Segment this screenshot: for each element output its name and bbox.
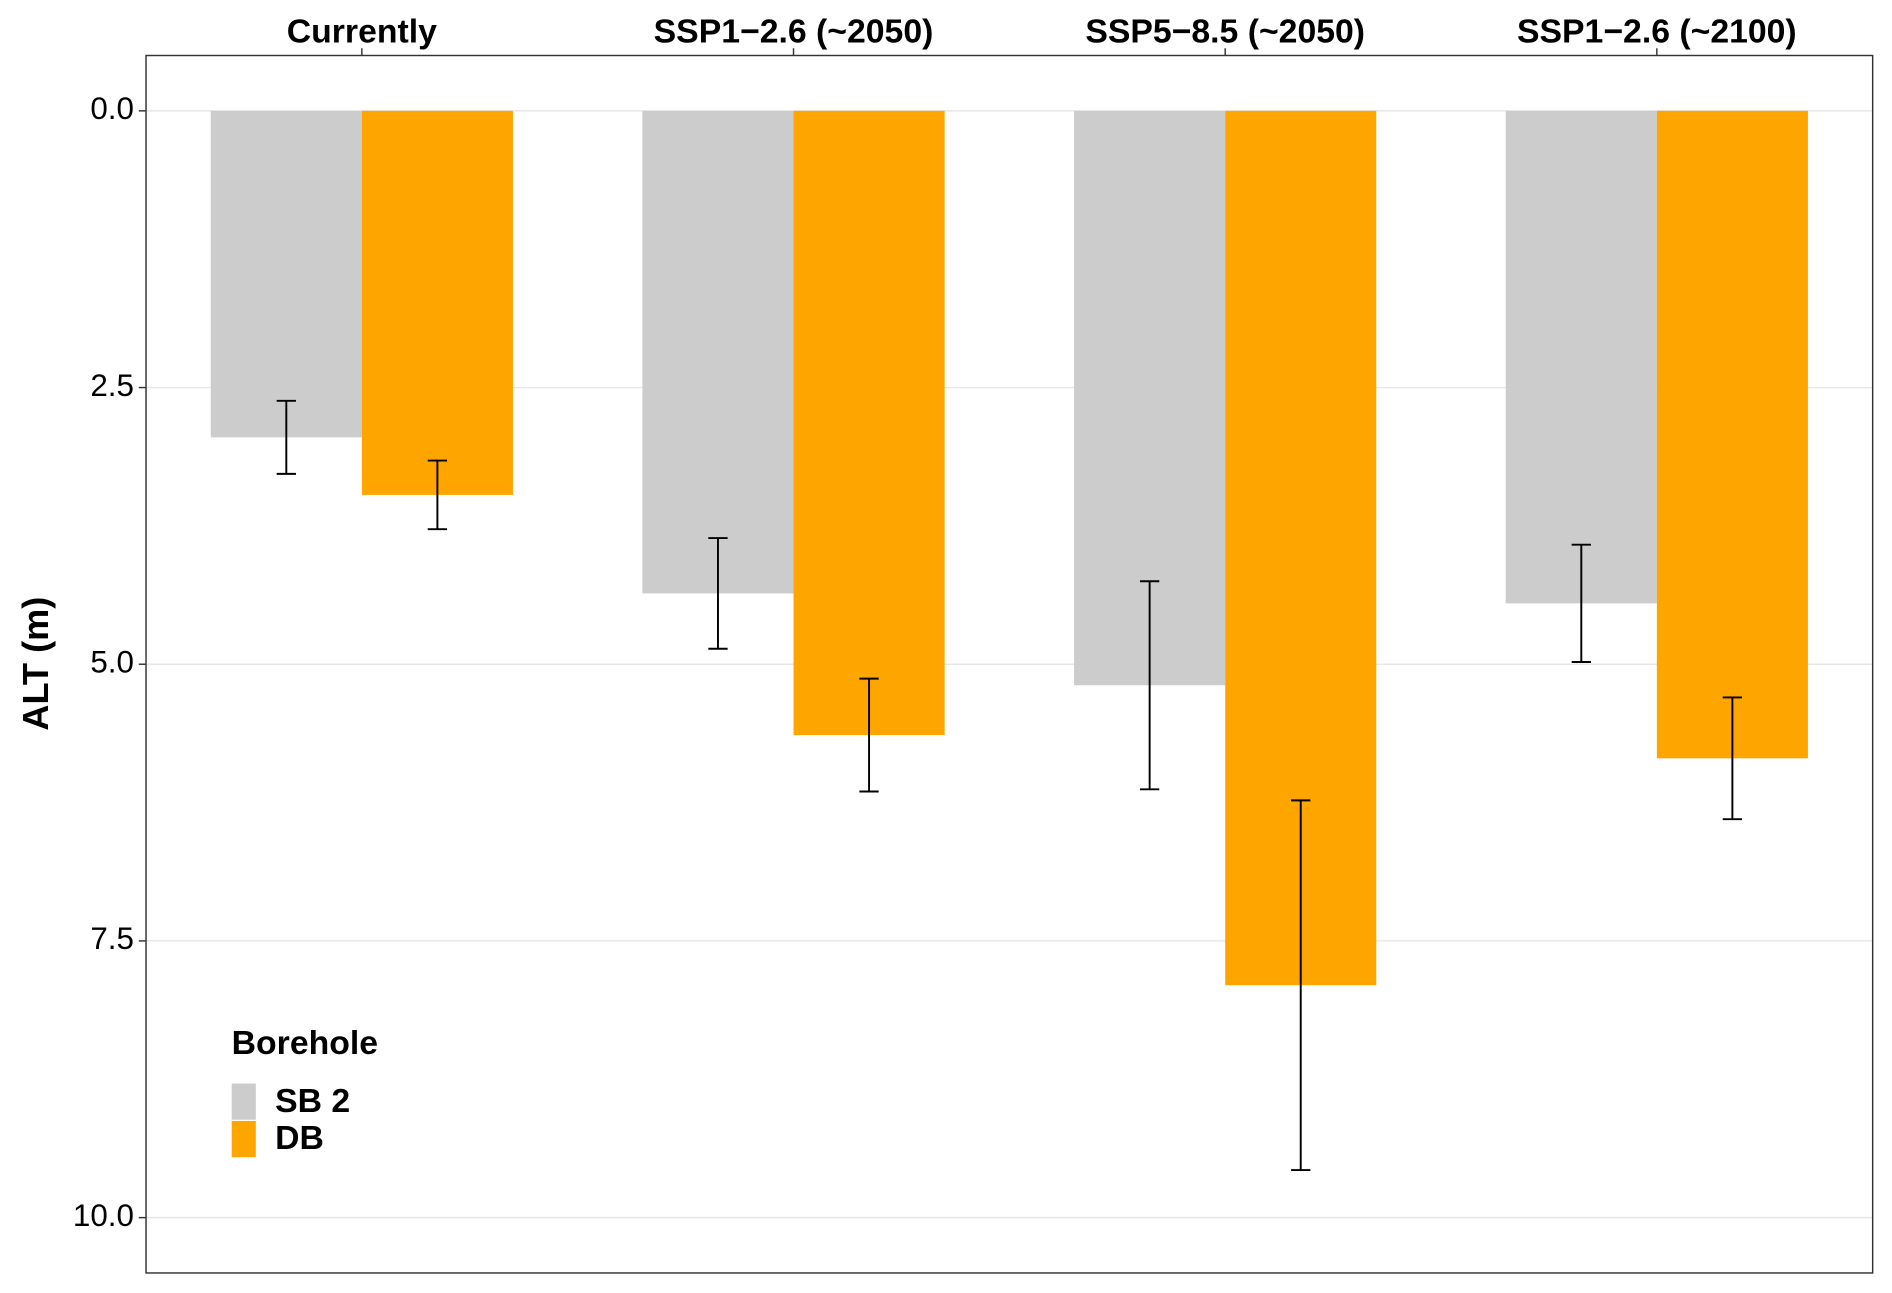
- legend-swatch: [231, 1120, 256, 1158]
- y-axis-title: ALT (m): [15, 597, 56, 731]
- x-tick-label: SSP5−8.5 (~2050): [1085, 13, 1365, 51]
- bar: [361, 110, 513, 495]
- y-tick-label: 10.0: [73, 1198, 134, 1233]
- y-tick-label: 2.5: [90, 368, 134, 403]
- error-bar: [427, 459, 448, 531]
- error-bar: [708, 537, 728, 650]
- bar: [642, 110, 794, 594]
- bar: [1656, 110, 1808, 759]
- bar: [210, 110, 362, 438]
- legend-swatch: [231, 1083, 256, 1120]
- bar: [1505, 110, 1657, 604]
- error-bar: [276, 399, 296, 475]
- panel-border: [145, 54, 1874, 1274]
- x-tick-label: SSP1−2.6 (~2100): [1517, 13, 1797, 51]
- error-bar: [1571, 543, 1591, 663]
- y-tick-label: 5.0: [90, 645, 134, 680]
- error-bar: [1722, 696, 1743, 821]
- x-tick-label: SSP1−2.6 (~2050): [654, 13, 934, 51]
- error-bar: [859, 677, 879, 793]
- legend-label: SB 2: [275, 1082, 350, 1120]
- error-bar: [1139, 580, 1160, 791]
- y-tick-label: 0.0: [90, 91, 134, 126]
- x-tick-label: Currently: [287, 13, 437, 51]
- legend-title: Borehole: [232, 1024, 378, 1062]
- bar: [793, 110, 945, 736]
- legend-label: DB: [275, 1119, 324, 1157]
- y-tick-label: 7.5: [90, 921, 134, 956]
- error-bar: [1291, 799, 1311, 1172]
